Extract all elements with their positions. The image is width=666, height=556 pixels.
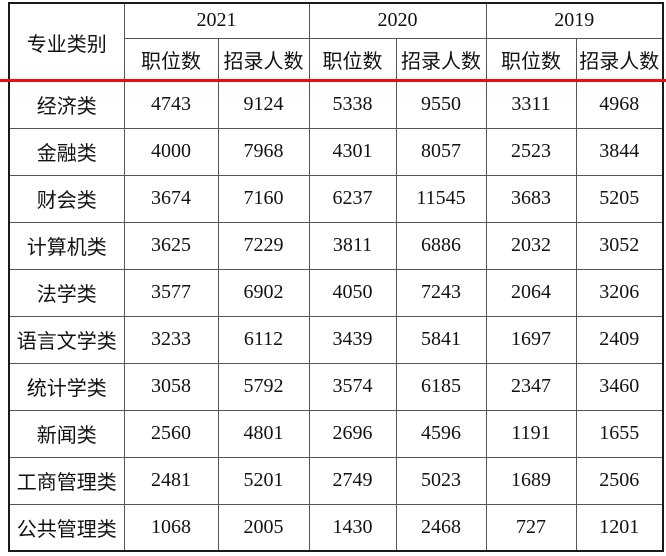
cell-value: 2749: [308, 456, 397, 505]
cell-value: 3460: [575, 362, 664, 411]
cell-value: 7229: [217, 221, 310, 270]
subheader-recruits-2019: 招录人数: [575, 37, 664, 82]
cell-value: 2560: [123, 409, 219, 458]
cell-value: 2523: [485, 127, 577, 176]
cell-value: 7968: [217, 127, 310, 176]
cell-value: 3311: [485, 80, 577, 129]
subheader-positions-2020: 职位数: [308, 37, 397, 82]
cell-value: 5023: [395, 456, 487, 505]
cell-value: 4801: [217, 409, 310, 458]
row-category: 金融类: [8, 127, 125, 176]
cell-value: 3674: [123, 174, 219, 223]
cell-value: 3233: [123, 315, 219, 364]
year-header-2021: 2021: [123, 2, 310, 39]
cell-value: 2005: [217, 503, 310, 552]
subheader-positions-2021: 职位数: [123, 37, 219, 82]
cell-value: 1201: [575, 503, 664, 552]
cell-value: 6886: [395, 221, 487, 270]
table-row-journalism: 新闻类 2560 4801 2696 4596 1191 1655: [8, 409, 664, 458]
cell-value: 2696: [308, 409, 397, 458]
table-row-business-admin: 工商管理类 2481 5201 2749 5023 1689 2506: [8, 456, 664, 505]
cell-value: 3206: [575, 268, 664, 317]
subheader-recruits-2020: 招录人数: [395, 37, 487, 82]
row-category: 语言文学类: [8, 315, 125, 364]
recruitment-stats-table: 专业类别 2021 2020 2019 职位数 招录人数 职位数 招录人数 职位…: [8, 2, 664, 552]
cell-value: 8057: [395, 127, 487, 176]
cell-value: 3844: [575, 127, 664, 176]
cell-value: 6902: [217, 268, 310, 317]
cell-value: 2409: [575, 315, 664, 364]
cell-value: 5841: [395, 315, 487, 364]
column-header-category: 专业类别: [8, 2, 125, 82]
cell-value: 5201: [217, 456, 310, 505]
cell-value: 9550: [395, 80, 487, 129]
table-row-public-admin: 公共管理类 1068 2005 1430 2468 727 1201: [8, 503, 664, 552]
cell-value: 6237: [308, 174, 397, 223]
row-category: 工商管理类: [8, 456, 125, 505]
cell-value: 7160: [217, 174, 310, 223]
cell-value: 2032: [485, 221, 577, 270]
cell-value: 727: [485, 503, 577, 552]
cell-value: 3577: [123, 268, 219, 317]
cell-value: 4743: [123, 80, 219, 129]
cell-value: 2506: [575, 456, 664, 505]
cell-value: 3439: [308, 315, 397, 364]
row-category: 经济类: [8, 80, 125, 129]
subheader-recruits-2021: 招录人数: [217, 37, 310, 82]
cell-value: 1068: [123, 503, 219, 552]
year-header-2020: 2020: [308, 2, 487, 39]
cell-value: 3683: [485, 174, 577, 223]
table-row-language-literature: 语言文学类 3233 6112 3439 5841 1697 2409: [8, 315, 664, 364]
year-header-row: 专业类别 2021 2020 2019: [8, 2, 664, 82]
cell-value: 5792: [217, 362, 310, 411]
year-header-2019: 2019: [485, 2, 664, 39]
row-category: 财会类: [8, 174, 125, 223]
cell-value: 3811: [308, 221, 397, 270]
cell-value: 2481: [123, 456, 219, 505]
cell-value: 1430: [308, 503, 397, 552]
cell-value: 1655: [575, 409, 664, 458]
cell-value: 1689: [485, 456, 577, 505]
row-category: 统计学类: [8, 362, 125, 411]
table-row-economics: 经济类 4743 9124 5338 9550 3311 4968: [8, 80, 664, 129]
cell-value: 4301: [308, 127, 397, 176]
row-category: 计算机类: [8, 221, 125, 270]
cell-value: 7243: [395, 268, 487, 317]
cell-value: 4596: [395, 409, 487, 458]
cell-value: 5338: [308, 80, 397, 129]
table-row-accounting: 财会类 3674 7160 6237 11545 3683 5205: [8, 174, 664, 223]
cell-value: 3625: [123, 221, 219, 270]
cell-value: 9124: [217, 80, 310, 129]
cell-value: 5205: [575, 174, 664, 223]
cell-value: 3574: [308, 362, 397, 411]
cell-value: 6112: [217, 315, 310, 364]
row-category: 公共管理类: [8, 503, 125, 552]
row-category: 法学类: [8, 268, 125, 317]
table-row-computer: 计算机类 3625 7229 3811 6886 2032 3052: [8, 221, 664, 270]
cell-value: 4050: [308, 268, 397, 317]
row-category: 新闻类: [8, 409, 125, 458]
table-row-law: 法学类 3577 6902 4050 7243 2064 3206: [8, 268, 664, 317]
cell-value: 1697: [485, 315, 577, 364]
cell-value: 2064: [485, 268, 577, 317]
cell-value: 3052: [575, 221, 664, 270]
cell-value: 4000: [123, 127, 219, 176]
cell-value: 2347: [485, 362, 577, 411]
subheader-positions-2019: 职位数: [485, 37, 577, 82]
table-row-statistics: 统计学类 3058 5792 3574 6185 2347 3460: [8, 362, 664, 411]
cell-value: 4968: [575, 80, 664, 129]
table-row-finance: 金融类 4000 7968 4301 8057 2523 3844: [8, 127, 664, 176]
cell-value: 1191: [485, 409, 577, 458]
cell-value: 11545: [395, 174, 487, 223]
cell-value: 6185: [395, 362, 487, 411]
cell-value: 3058: [123, 362, 219, 411]
cell-value: 2468: [395, 503, 487, 552]
subheader-row: 职位数 招录人数 职位数 招录人数 职位数 招录人数: [9, 37, 664, 82]
header-divider-red-line: [0, 79, 666, 82]
